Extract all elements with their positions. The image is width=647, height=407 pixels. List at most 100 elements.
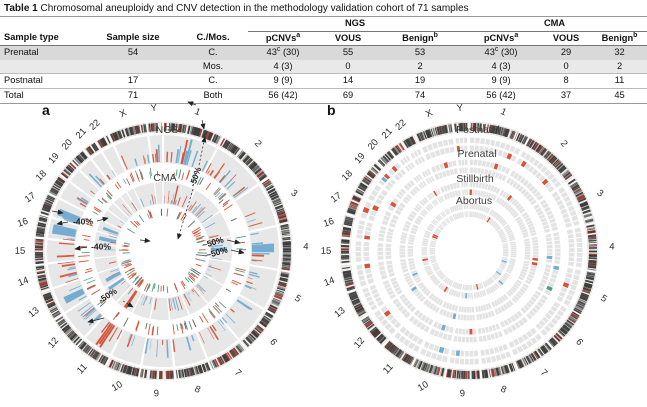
cohort-cell	[364, 230, 371, 236]
cohort-cell	[499, 321, 506, 328]
cohort-cell	[425, 290, 431, 297]
cohort-cell	[526, 313, 533, 320]
cohort-cell	[496, 269, 503, 274]
cohort-cell	[434, 173, 440, 181]
cohort-cell	[467, 284, 469, 291]
cohort-cell	[470, 284, 473, 291]
cohort-cell	[392, 298, 400, 305]
cohort-cell	[576, 247, 583, 252]
cohort-cell	[538, 213, 546, 220]
cohort-cell	[371, 189, 379, 197]
cohort-cell	[393, 174, 401, 181]
annotation-leader	[74, 245, 88, 251]
cohort-cell	[544, 289, 551, 296]
chromosome-label-X: X	[118, 107, 129, 120]
cohort-cell	[510, 247, 517, 250]
cohort-cell	[506, 229, 513, 234]
cohort-cell	[502, 253, 509, 255]
cohort-cell	[490, 310, 495, 317]
cohort-cell	[440, 212, 445, 218]
chromosome-label-11: 11	[75, 362, 90, 377]
track-bg-ngs-cnv	[220, 295, 263, 339]
cohort-cell	[427, 143, 434, 151]
cohort-cell	[519, 288, 526, 294]
table-cell: Total	[0, 88, 88, 104]
cohort-cell	[440, 222, 446, 228]
cohort-cell	[517, 290, 524, 297]
cohort-cell	[412, 224, 419, 229]
cohort-cell	[503, 224, 510, 229]
cohort-cell	[479, 146, 484, 153]
cohort-cell	[500, 353, 507, 360]
chromosome-label-20: 20	[60, 137, 75, 152]
cohort-cell	[526, 220, 533, 225]
cohort-cell	[385, 251, 392, 256]
cohort-cell	[404, 196, 411, 202]
cohort-cell	[447, 208, 451, 214]
cohort-cell	[416, 203, 423, 209]
cohort-cell	[384, 283, 391, 289]
cohort-cell	[462, 284, 465, 291]
cohort-cell	[497, 307, 503, 314]
cohort-cell	[482, 335, 487, 342]
cohort-cell	[429, 255, 436, 258]
cohort-cell	[494, 283, 500, 289]
cohort-cell	[481, 214, 486, 220]
cohort-cell	[421, 198, 427, 205]
cohort-cell	[453, 168, 458, 175]
cohort-cell	[433, 200, 438, 206]
cohort-cell	[429, 223, 435, 229]
cohort-cell	[429, 328, 436, 336]
cohort-cell	[493, 148, 499, 155]
cohort-cell	[537, 285, 544, 292]
cohort-cell	[374, 310, 382, 318]
cohort-cell	[384, 184, 392, 191]
cohort-cell	[406, 182, 413, 189]
cohort-cell	[574, 227, 581, 233]
cohort-cell	[420, 156, 426, 163]
chromosome-label-21: 21	[74, 126, 89, 141]
cohort-cell	[492, 211, 497, 217]
cohort-cell	[527, 273, 534, 279]
cohort-cell	[422, 238, 429, 241]
cohort-cell	[421, 253, 428, 256]
cohort-cell	[394, 162, 401, 170]
cohort-cell	[433, 266, 440, 271]
cohort-cell	[389, 293, 396, 300]
annotation-leader	[87, 317, 105, 324]
cohort-cell	[440, 274, 446, 280]
cohort-cell	[489, 219, 494, 225]
cohort-cell	[435, 298, 441, 305]
panel-letter-b: b	[327, 102, 336, 118]
cohort-cell	[509, 208, 516, 215]
cohort-cell	[402, 157, 408, 164]
cohort-cell	[449, 183, 454, 190]
cohort-cell	[444, 219, 449, 224]
cohort-cell	[502, 248, 509, 250]
cohort-cell	[505, 269, 512, 274]
ring-label-postnatal: Postnatal	[456, 124, 500, 136]
cohort-cell	[417, 293, 424, 300]
cohort-cell	[431, 166, 437, 173]
cohort-cell	[357, 269, 364, 276]
cohort-cell	[491, 355, 497, 363]
chromosome-label-X: X	[424, 107, 435, 120]
cohort-cell	[474, 358, 479, 365]
cohort-cell	[457, 190, 461, 196]
annotation-leader	[56, 220, 69, 226]
cohort-cell	[497, 268, 504, 273]
cohort-cell	[373, 292, 380, 299]
cohort-cell	[498, 279, 504, 286]
cohort-cell	[524, 153, 532, 161]
track-bg-ngs-cnv	[235, 185, 277, 232]
cohort-cell	[501, 260, 508, 264]
cohort-cell	[575, 232, 582, 238]
cohort-cell	[516, 310, 523, 318]
cohort-cell	[502, 251, 509, 254]
annotation-leader	[51, 209, 64, 215]
cnv-highlight	[95, 322, 112, 346]
column-header-vous: VOUS	[318, 31, 379, 47]
cohort-cell	[437, 214, 443, 220]
cohort-cell	[414, 276, 421, 282]
cohort-cell	[536, 162, 544, 170]
